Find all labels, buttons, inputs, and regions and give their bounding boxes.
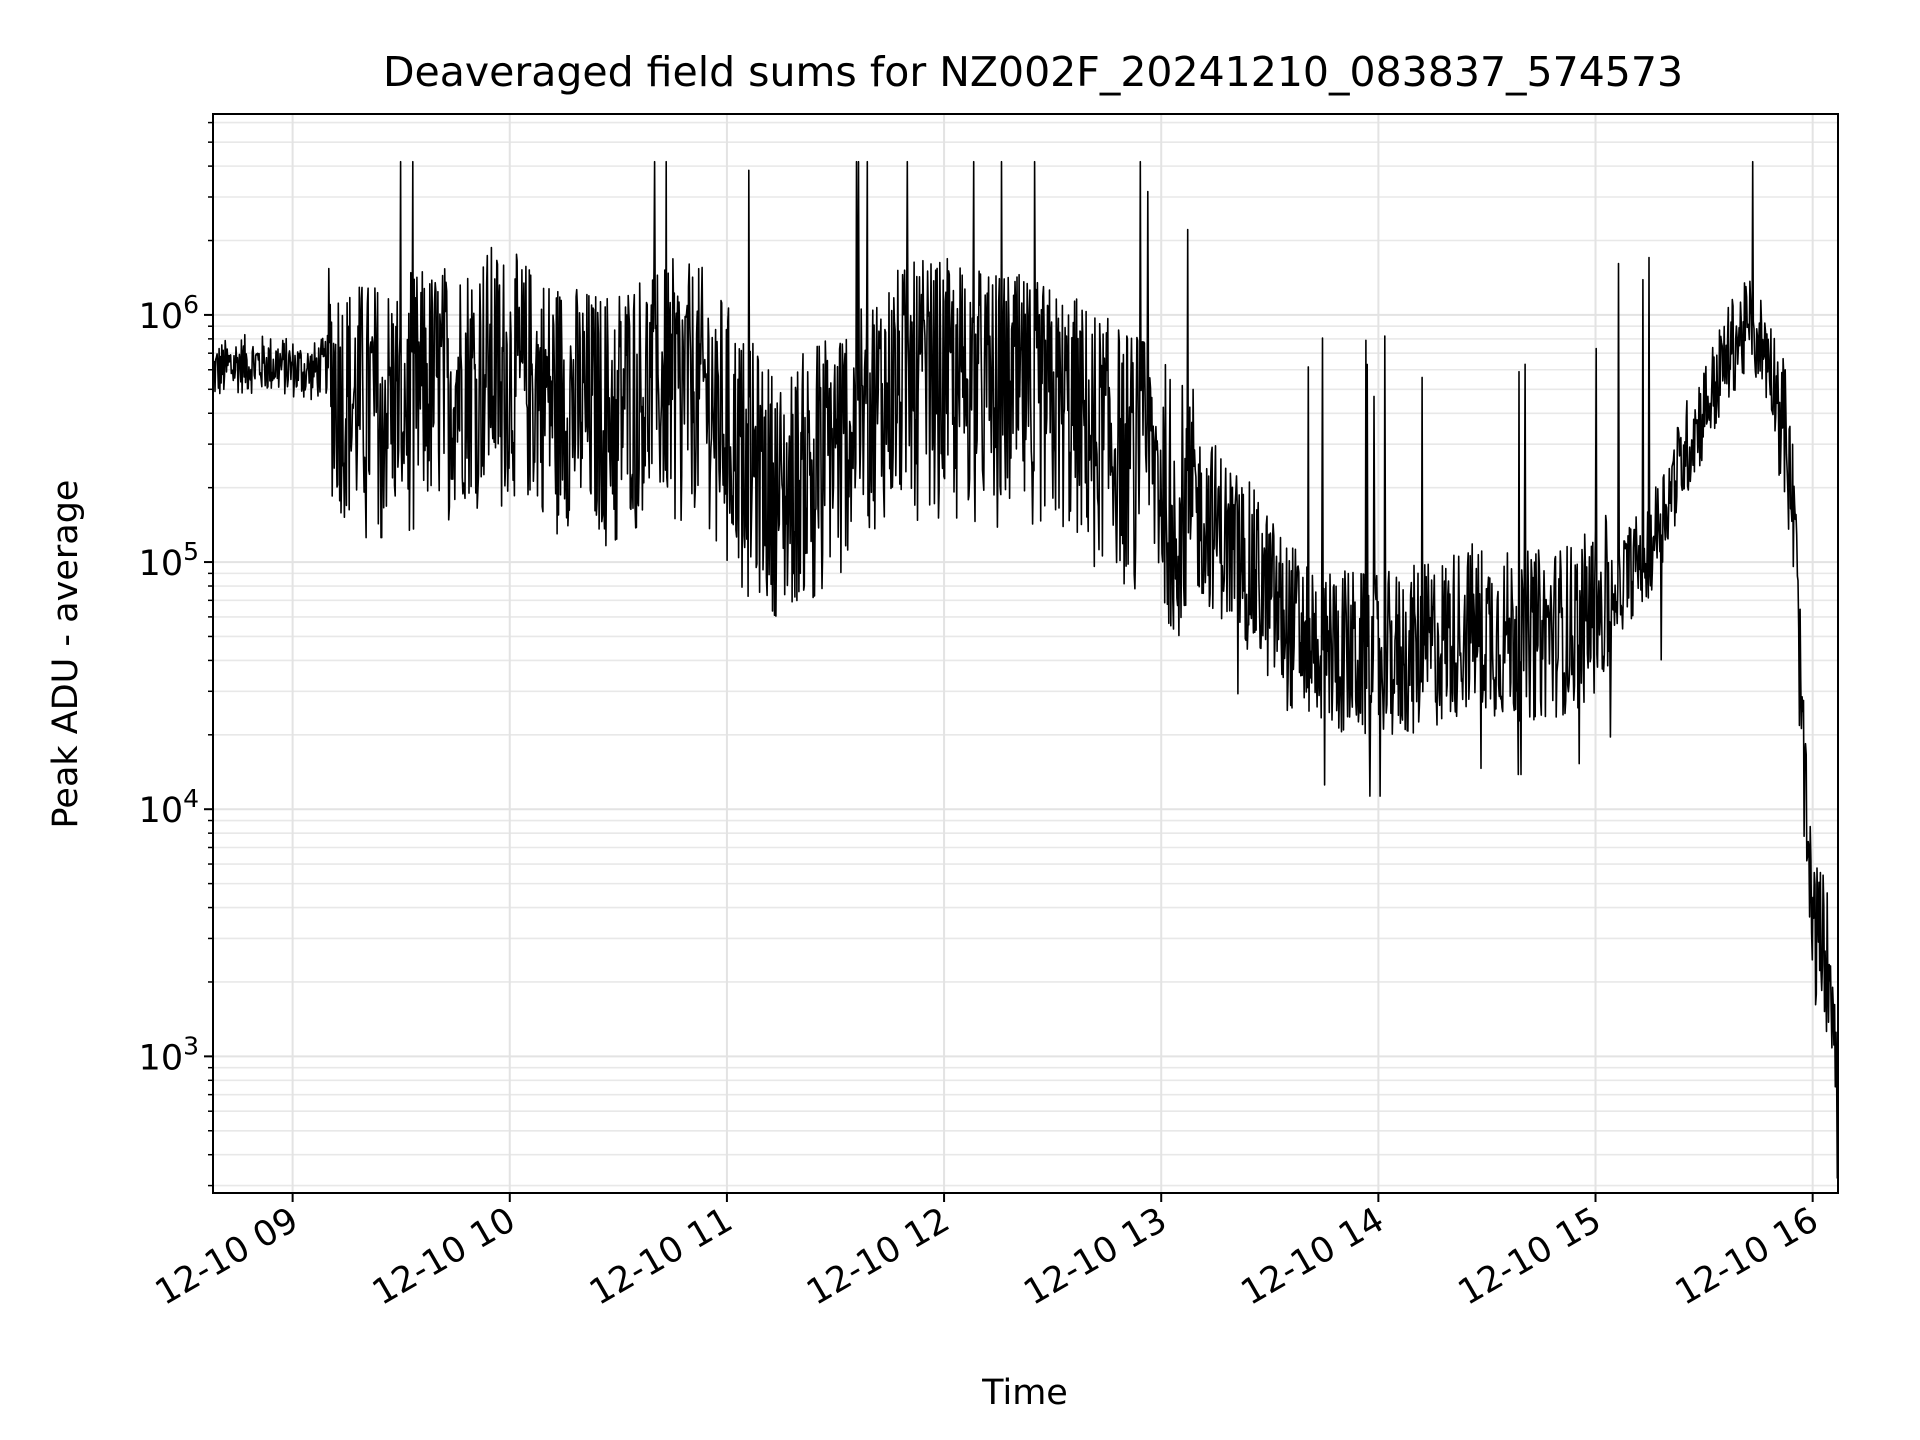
x-tick-label: 12-10 16 xyxy=(1669,1200,1825,1313)
y-tick-label: 103 xyxy=(139,1031,199,1078)
series-line xyxy=(212,160,1839,1179)
x-tick-label: 12-10 14 xyxy=(1235,1200,1391,1313)
y-tick-label: 106 xyxy=(139,290,199,337)
plot-frame xyxy=(212,113,1839,1194)
x-tick-label: 12-10 11 xyxy=(583,1200,739,1313)
y-axis-label: Peak ADU - average xyxy=(46,480,86,829)
chart-title: Deaveraged field sums for NZ002F_2024121… xyxy=(383,48,1683,96)
x-tick-label: 12-10 15 xyxy=(1452,1200,1608,1313)
x-tick-label: 12-10 12 xyxy=(800,1200,956,1313)
x-axis-label: Time xyxy=(981,1373,1068,1413)
x-tick-label: 12-10 09 xyxy=(149,1200,305,1313)
x-tick-label: 12-10 13 xyxy=(1017,1200,1173,1313)
y-tick-label: 105 xyxy=(139,537,199,584)
x-tick-label: 12-10 10 xyxy=(366,1200,522,1313)
y-tick-label: 104 xyxy=(139,784,199,831)
